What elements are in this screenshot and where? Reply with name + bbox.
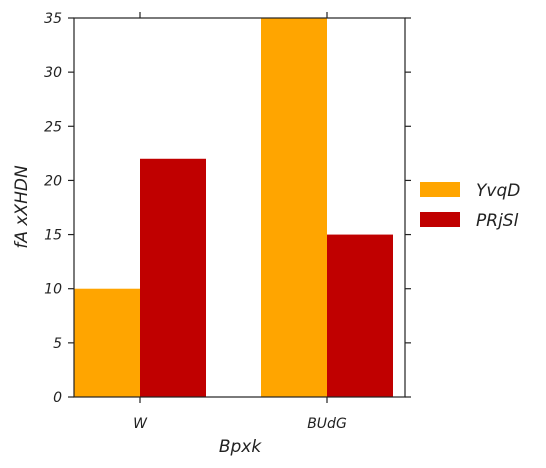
bar-PRjSl-W <box>140 158 206 397</box>
x-axis-label: Bpxk <box>219 437 263 457</box>
y-tick-label: 0 <box>53 390 62 406</box>
legend: YvqD PRjSl <box>420 181 520 231</box>
y-tick-label: 15 <box>44 228 62 244</box>
x-axis: W BUdG <box>133 12 347 432</box>
y-tick-label: 5 <box>53 336 62 352</box>
legend-swatch-YvqD <box>420 182 460 197</box>
legend-swatch-PRjSl <box>420 212 460 227</box>
legend-label-PRjSl: PRjSl <box>476 211 519 231</box>
x-tick-label: W <box>133 416 148 432</box>
y-axis: 0 5 10 15 20 25 30 35 <box>44 11 411 406</box>
bars-group <box>74 18 393 397</box>
x-tick-label: BUdG <box>307 416 347 432</box>
bar-PRjSl-BUdG <box>327 234 393 397</box>
bar-YvqD-W <box>74 288 140 397</box>
y-axis-label: fA xXHDN <box>12 165 32 249</box>
plot-frame <box>73 17 406 398</box>
y-tick-label: 20 <box>44 173 62 189</box>
y-tick-label: 25 <box>44 119 62 135</box>
y-tick-label: 10 <box>44 282 62 298</box>
legend-label-YvqD: YvqD <box>476 181 520 201</box>
y-tick-label: 30 <box>44 65 62 81</box>
y-tick-label: 35 <box>44 11 62 27</box>
bar-YvqD-BUdG <box>261 18 327 397</box>
